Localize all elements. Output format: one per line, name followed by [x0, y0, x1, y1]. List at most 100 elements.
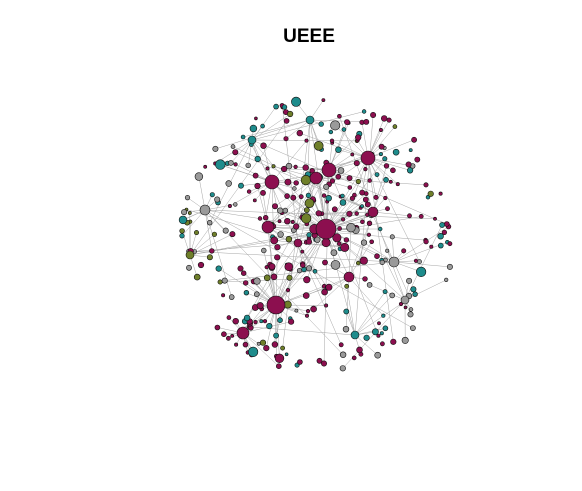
- graph-node: [337, 167, 345, 174]
- graph-node: [408, 307, 414, 312]
- graph-node: [303, 207, 310, 213]
- graph-node: [274, 254, 281, 261]
- graph-edge: [346, 286, 356, 336]
- graph-node: [243, 314, 251, 322]
- graph-node: [417, 259, 422, 265]
- hub-node: [400, 295, 410, 305]
- graph-node: [344, 283, 350, 289]
- graph-node: [346, 210, 353, 217]
- graph-node: [349, 195, 356, 201]
- graph-node: [444, 277, 449, 283]
- graph-node: [249, 124, 258, 133]
- graph-node: [241, 270, 247, 276]
- graph-edge: [357, 211, 374, 264]
- graph-node: [328, 129, 334, 135]
- graph-node: [293, 164, 298, 169]
- graph-edge: [367, 139, 415, 159]
- graph-node: [385, 206, 390, 212]
- graph-node: [363, 167, 368, 172]
- graph-node: [409, 325, 416, 331]
- graph-node: [254, 116, 258, 121]
- graph-node: [227, 204, 232, 209]
- graph-node: [263, 215, 269, 221]
- graph-node: [304, 313, 309, 318]
- graph-node: [398, 301, 404, 307]
- graph-edge: [348, 276, 384, 316]
- graph-node: [256, 341, 261, 346]
- graph-node: [226, 315, 232, 320]
- graph-node: [395, 182, 400, 187]
- graph-node: [243, 280, 249, 286]
- graph-edge: [271, 181, 327, 230]
- graph-node: [284, 193, 290, 199]
- graph-edge: [367, 157, 411, 171]
- graph-node: [306, 232, 312, 238]
- graph-node: [437, 242, 444, 249]
- graph-edge: [307, 119, 311, 175]
- graph-edge: [220, 164, 273, 183]
- graph-edge: [385, 259, 406, 301]
- graph-node: [240, 134, 246, 140]
- graph-node: [360, 219, 365, 225]
- graph-node: [346, 222, 356, 233]
- hub-node: [293, 238, 303, 248]
- graph-node: [268, 263, 276, 270]
- graph-node: [381, 115, 388, 122]
- graph-node: [378, 226, 383, 232]
- graph-node: [389, 234, 395, 240]
- hub-node: [350, 330, 360, 340]
- graph-node: [347, 185, 353, 190]
- graph-node: [207, 220, 213, 226]
- graph-node: [298, 194, 304, 200]
- graph-node: [254, 155, 261, 163]
- graph-node: [322, 259, 328, 266]
- graph-node: [246, 189, 252, 194]
- graph-node: [302, 292, 310, 299]
- graph-node: [281, 165, 288, 173]
- graph-node: [265, 166, 270, 171]
- graph-node: [382, 289, 388, 295]
- graph-node: [423, 182, 429, 188]
- graph-edge: [299, 132, 369, 159]
- graph-edge: [218, 268, 277, 306]
- graph-node: [416, 266, 427, 278]
- graph-node: [242, 341, 249, 348]
- graph-node: [193, 273, 201, 281]
- graph-node: [325, 195, 332, 202]
- graph-node: [221, 293, 226, 298]
- graph-edge: [267, 200, 312, 228]
- graph-node: [203, 164, 208, 169]
- graph-edge: [198, 176, 206, 211]
- graph-node: [330, 120, 341, 131]
- graph-node: [260, 142, 267, 149]
- graph-node: [300, 249, 305, 254]
- graph-node: [321, 238, 331, 248]
- graph-node: [209, 248, 215, 254]
- graph-node: [303, 276, 311, 284]
- graph-node: [285, 288, 291, 293]
- graph-node: [378, 152, 383, 157]
- graph-node: [221, 331, 227, 338]
- graph-node: [401, 336, 409, 344]
- graph-node: [356, 260, 361, 266]
- graph-node: [253, 320, 258, 325]
- hub-node: [315, 218, 337, 240]
- hub-node: [321, 162, 337, 178]
- graph-node: [280, 345, 285, 351]
- hub-node: [236, 326, 250, 340]
- graph-node: [285, 236, 293, 243]
- hub-node: [264, 174, 280, 190]
- graph-edge: [189, 216, 422, 256]
- graph-node: [286, 274, 293, 281]
- graph-node: [271, 203, 278, 210]
- graph-node: [362, 196, 369, 203]
- graph-node: [288, 318, 295, 325]
- graph-node: [225, 180, 232, 187]
- graph-node: [233, 202, 238, 207]
- graph-node: [414, 156, 421, 163]
- graph-node: [290, 219, 295, 224]
- graph-edge: [312, 157, 369, 172]
- graph-node: [364, 201, 371, 208]
- graph-node: [373, 194, 379, 200]
- graph-node: [337, 226, 342, 231]
